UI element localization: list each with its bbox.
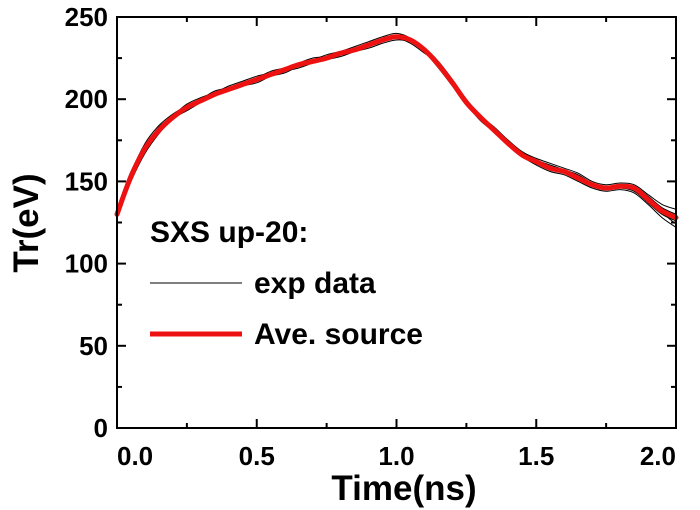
exp-data-line-4 bbox=[116, 39, 677, 218]
x-tick-labels: 0.0 0.5 1.0 1.5 2.0 bbox=[117, 441, 676, 471]
x-tick-label: 1.0 bbox=[378, 441, 414, 471]
exp-data-line-6 bbox=[116, 34, 677, 225]
x-ticks bbox=[116, 17, 677, 428]
y-axis-title: Tr(eV) bbox=[7, 173, 46, 272]
ave-source-line bbox=[114, 34, 679, 221]
y-tick-label: 250 bbox=[65, 2, 108, 32]
legend-title: SXS up-20: bbox=[150, 216, 308, 249]
y-ticks bbox=[117, 16, 676, 429]
y-tick-label: 50 bbox=[79, 331, 108, 361]
x-tick-label: 2.0 bbox=[640, 441, 676, 471]
ave-source-path bbox=[114, 34, 679, 221]
legend: SXS up-20: exp data Ave. source bbox=[150, 216, 423, 351]
legend-label-exp-data: exp data bbox=[254, 267, 376, 300]
exp-data-line-5 bbox=[116, 36, 677, 220]
legend-label-ave-source: Ave. source bbox=[254, 318, 423, 351]
x-tick-label: 0.5 bbox=[239, 441, 275, 471]
y-tick-label: 0 bbox=[94, 413, 108, 443]
x-axis-title: Time(ns) bbox=[331, 469, 476, 508]
x-tick-label: 1.5 bbox=[518, 441, 554, 471]
exp-data-lines bbox=[116, 32, 677, 228]
x-tick-label: 0.0 bbox=[117, 441, 153, 471]
y-tick-labels: 0 50 100 150 200 250 bbox=[65, 2, 108, 443]
exp-data-line-1 bbox=[116, 34, 677, 222]
exp-data-line-3 bbox=[116, 32, 677, 228]
y-tick-label: 100 bbox=[65, 249, 108, 279]
y-tick-label: 150 bbox=[65, 166, 108, 196]
exp-data-line-2 bbox=[116, 37, 677, 217]
y-tick-label: 200 bbox=[65, 84, 108, 114]
